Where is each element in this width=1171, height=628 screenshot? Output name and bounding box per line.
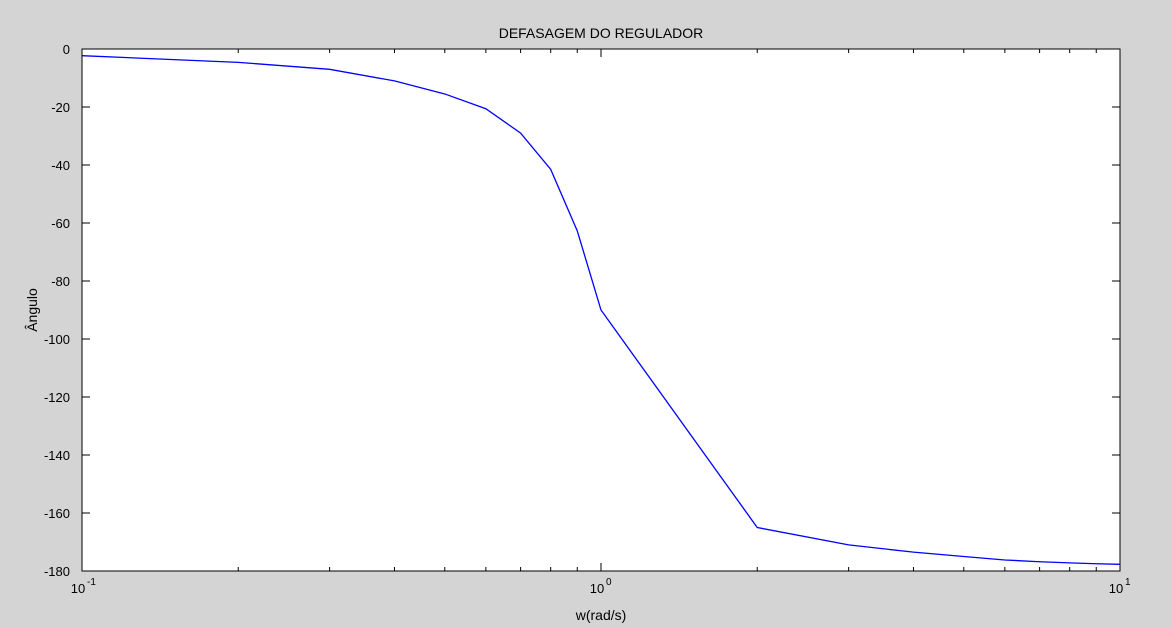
x-tick-label-base: 10 [71,581,85,596]
y-tick-label: -80 [51,274,70,289]
ticks-layer [81,48,1120,572]
y-axis-label: Ângulo [24,288,40,332]
series-line [81,55,1121,565]
y-tick-label: -120 [44,390,70,405]
x-tick-label-exponent: 0 [606,577,612,588]
y-tick-label: -100 [44,332,70,347]
x-tick-label: 10 -1 [71,577,97,596]
y-tick-label: -140 [44,448,70,463]
x-tick-label-base: 10 [1109,581,1123,596]
x-tick-label-base: 10 [590,581,604,596]
x-tick-label-exponent: -1 [87,577,96,588]
x-axis-label: w(rad/s) [575,607,627,623]
chart-title: DEFASAGEM DO REGULADOR [499,25,704,41]
x-tick-label: 10 1 [1109,577,1131,596]
y-tick-label: -60 [51,216,70,231]
x-tick-label: 10 0 [590,577,612,596]
y-tick-label: 0 [63,42,70,57]
y-tick-label: -180 [44,564,70,579]
y-tick-label: -20 [51,100,70,115]
y-tick-label: -40 [51,158,70,173]
plot-frame [81,48,1121,572]
y-tick-label: -160 [44,506,70,521]
x-tick-label-exponent: 1 [1125,577,1131,588]
